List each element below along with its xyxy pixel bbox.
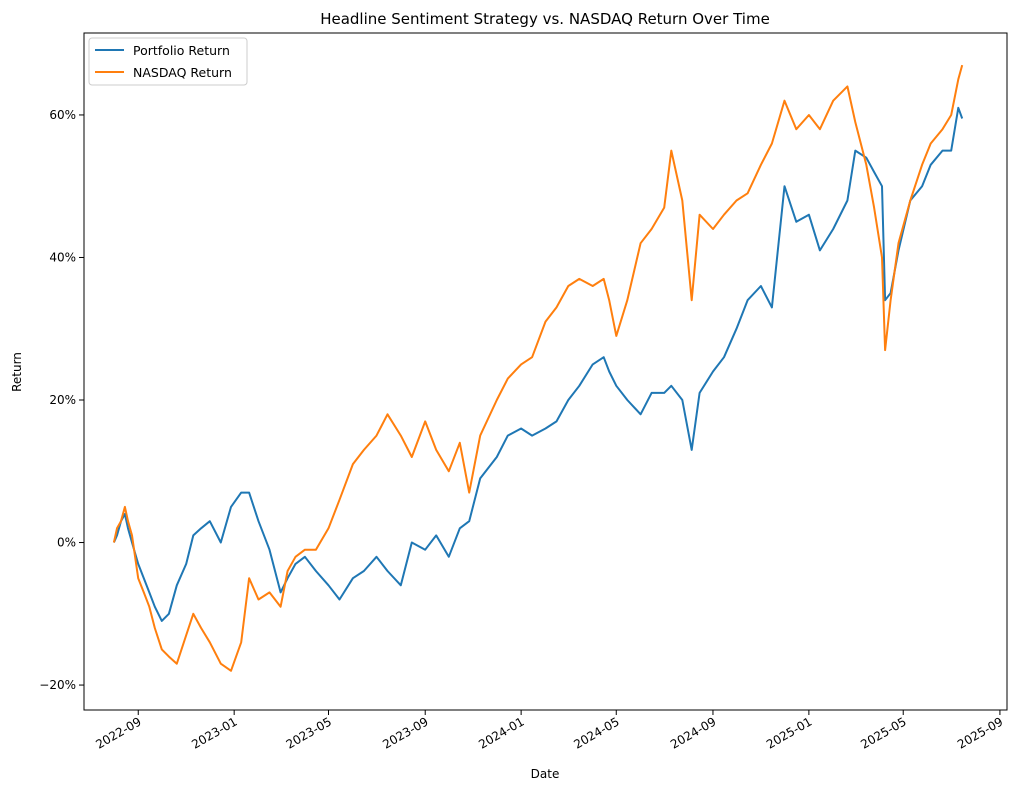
y-axis-label: Return: [10, 352, 24, 392]
series-line-nasdaq: [112, 64, 964, 672]
plot-area: [83, 32, 1008, 711]
series-layer: [112, 64, 964, 672]
y-tick-label: 0%: [57, 536, 76, 550]
y-tick-label: 40%: [49, 250, 76, 264]
y-tick-label: 20%: [49, 393, 76, 407]
y-tick-label: −20%: [39, 678, 76, 692]
chart-title: Headline Sentiment Strategy vs. NASDAQ R…: [320, 10, 770, 28]
legend-label-nasdaq: NASDAQ Return: [133, 65, 232, 80]
y-tick-label: 60%: [49, 108, 76, 122]
legend-frame: [88, 37, 248, 86]
x-axis-label: Date: [531, 767, 560, 781]
legend-label-portfolio: Portfolio Return: [133, 43, 230, 58]
series-line-portfolio: [112, 106, 964, 622]
y-axis-ticks: −20% 0% 20% 40% 60%: [39, 108, 84, 692]
legend: Portfolio Return NASDAQ Return: [88, 37, 248, 86]
